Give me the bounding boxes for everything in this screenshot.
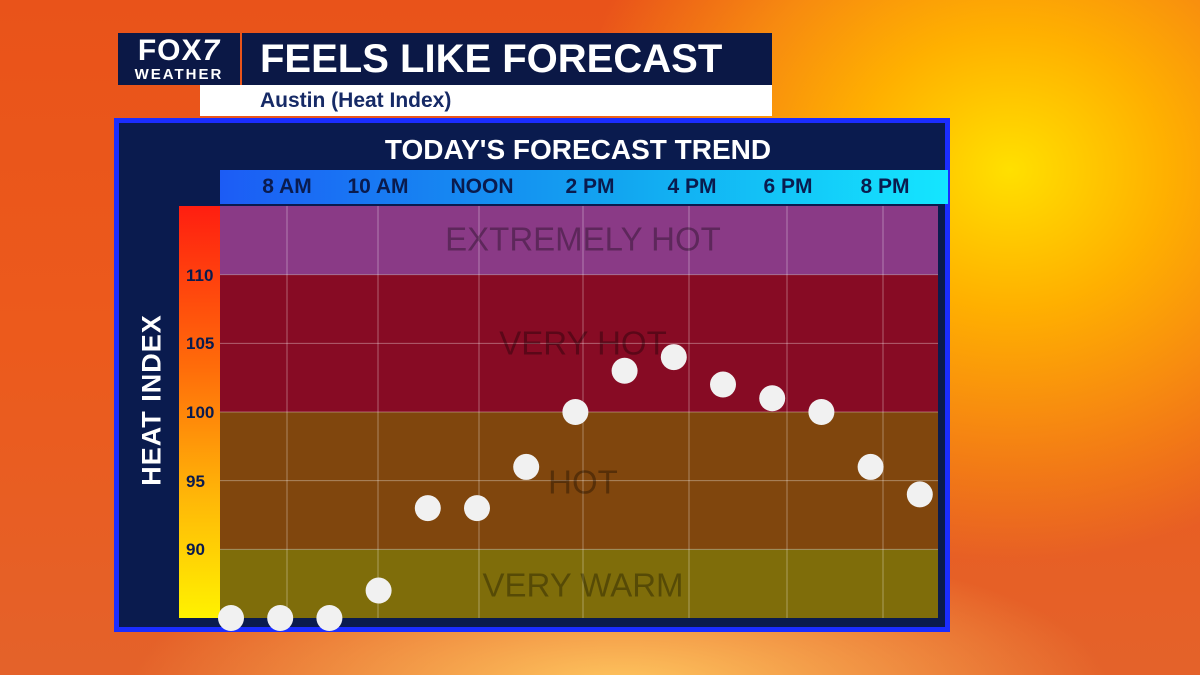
fox7-weather-logo: FOX7 WEATHER — [118, 33, 240, 85]
data-point — [267, 605, 294, 631]
x-tick-label: 10 AM — [347, 175, 409, 198]
chart-title: TODAY'S FORECAST TREND — [384, 134, 772, 165]
temperature-color-scale — [179, 206, 220, 618]
zone-very-hot — [220, 274, 938, 412]
zone-hot — [220, 412, 938, 550]
y-tick-label: 95 — [186, 471, 205, 491]
y-tick-label: 105 — [186, 334, 215, 354]
data-point — [365, 577, 392, 604]
x-tick-label: 8 PM — [860, 175, 910, 198]
zone-extremely-hot — [220, 206, 938, 275]
x-tick-label: 6 PM — [763, 175, 813, 198]
page-subtitle: Austin (Heat Index) — [260, 89, 452, 112]
data-point — [808, 399, 835, 425]
data-point — [660, 344, 687, 371]
data-point — [414, 495, 441, 522]
data-point — [906, 481, 933, 508]
zone-label-extremely-hot: EXTREMELY HOT — [445, 221, 721, 258]
logo-sub: WEATHER — [134, 66, 224, 83]
subtitle-bar: Austin (Heat Index) — [200, 85, 772, 116]
logo-brand: FOX7 — [137, 34, 221, 67]
data-point — [218, 605, 244, 631]
x-tick-label: 2 PM — [565, 175, 615, 198]
y-tick-label: 100 — [186, 403, 215, 422]
data-point — [759, 385, 786, 412]
zone-label-hot: HOT — [548, 464, 618, 501]
data-point — [857, 453, 884, 480]
data-point — [611, 357, 638, 384]
time-axis-bar — [220, 170, 948, 204]
y-tick-label: 90 — [186, 540, 205, 560]
zone-label-very-hot: VERY HOT — [499, 325, 667, 362]
x-tick-label: NOON — [450, 175, 514, 198]
data-point — [710, 371, 736, 398]
data-point — [464, 495, 490, 522]
page-title: FEELS LIKE FORECAST — [260, 37, 723, 81]
title-bar: FEELS LIKE FORECAST — [242, 33, 772, 85]
data-point — [562, 399, 589, 425]
x-tick-label: 8 AM — [262, 175, 312, 198]
data-point — [316, 605, 343, 631]
data-point — [513, 453, 540, 480]
zone-very-warm — [220, 549, 938, 618]
y-tick-label: 110 — [186, 265, 214, 285]
zone-label-very-warm: VERY WARM — [482, 567, 683, 604]
x-tick-label: 4 PM — [667, 175, 717, 198]
